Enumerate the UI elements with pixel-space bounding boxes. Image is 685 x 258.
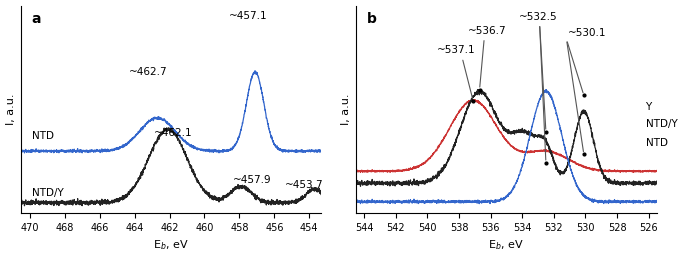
Text: ~457.9: ~457.9 (232, 175, 271, 186)
Text: NTD/Y: NTD/Y (645, 118, 677, 128)
Text: a: a (32, 12, 41, 26)
Text: ~453.7: ~453.7 (285, 180, 323, 190)
Text: NTD: NTD (645, 138, 667, 148)
Text: b: b (366, 12, 377, 26)
Y-axis label: I, a.u.: I, a.u. (340, 94, 351, 125)
X-axis label: E$_b$, eV: E$_b$, eV (153, 239, 189, 252)
Text: NTD/Y: NTD/Y (32, 188, 63, 198)
Text: Y: Y (645, 102, 651, 112)
X-axis label: E$_b$, eV: E$_b$, eV (488, 239, 524, 252)
Text: ~536.7: ~536.7 (468, 26, 507, 36)
Text: ~532.5: ~532.5 (519, 12, 558, 22)
Text: ~462.1: ~462.1 (153, 128, 192, 138)
Text: ~530.1: ~530.1 (568, 28, 606, 38)
Y-axis label: I, a.u.: I, a.u. (5, 94, 16, 125)
Text: ~457.1: ~457.1 (229, 11, 267, 21)
Text: ~537.1: ~537.1 (436, 45, 475, 55)
Text: NTD: NTD (32, 131, 53, 141)
Text: ~462.7: ~462.7 (129, 67, 168, 77)
